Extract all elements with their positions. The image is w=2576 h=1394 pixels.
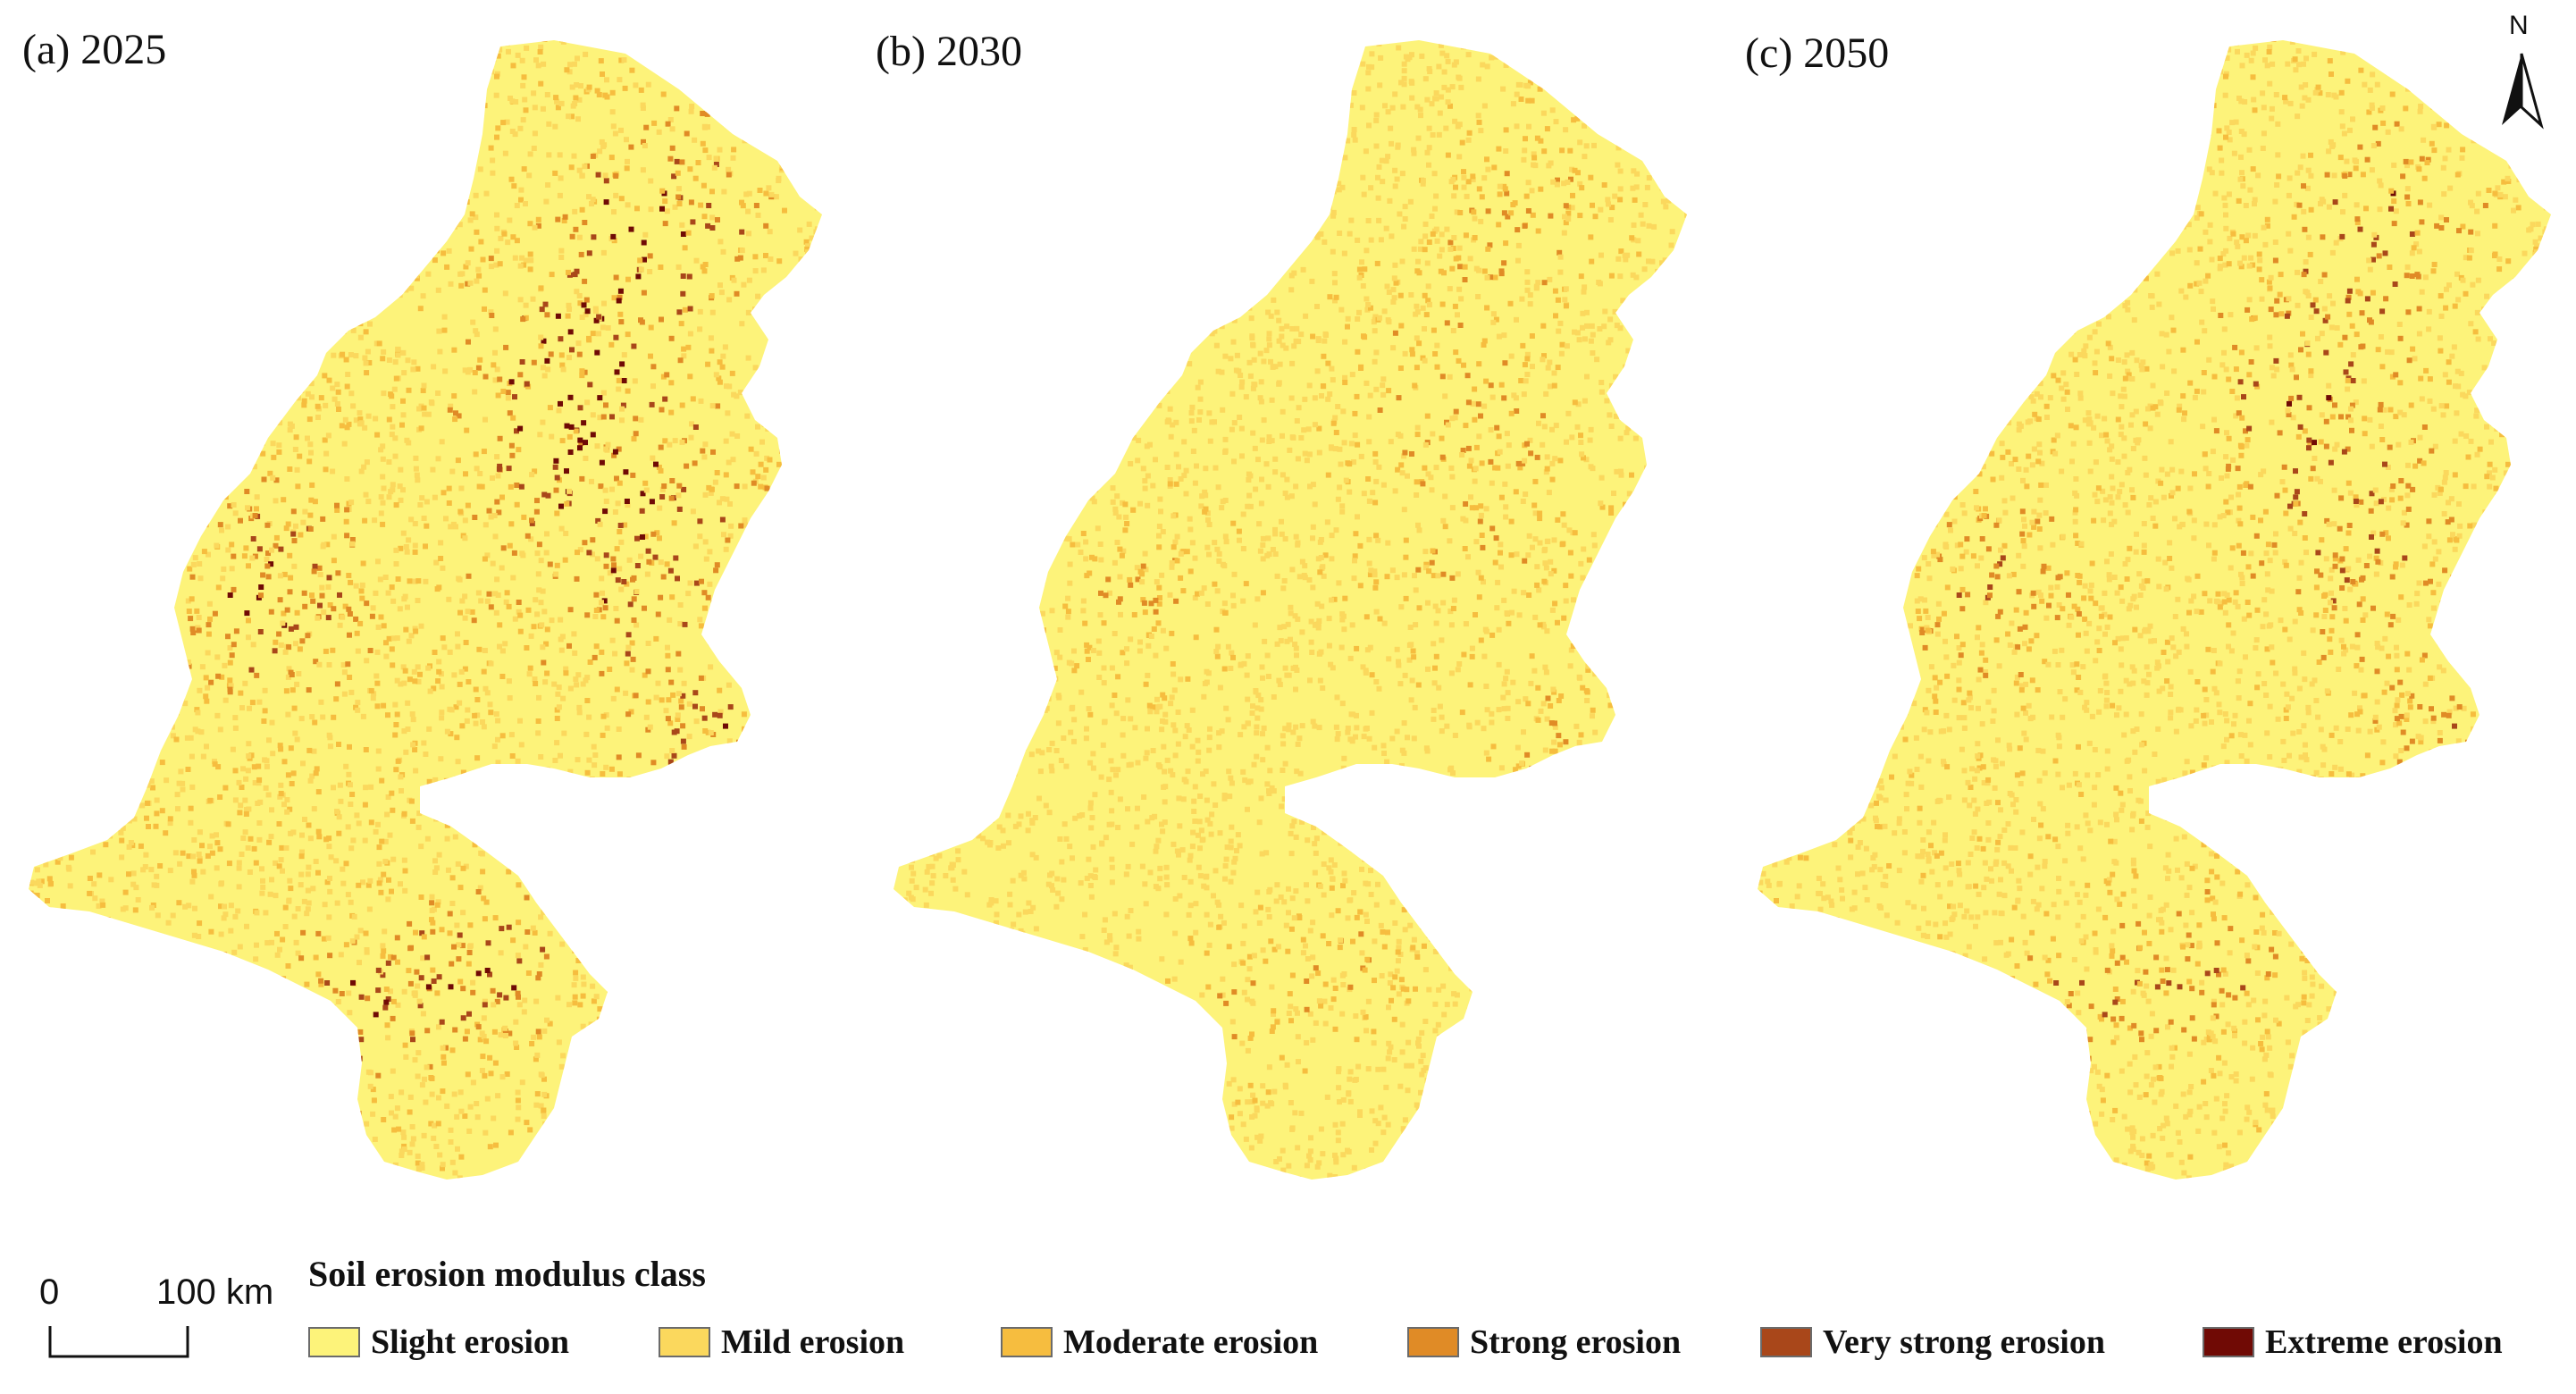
legend-swatch-extreme [2203,1327,2254,1357]
legend-label-extreme: Extreme erosion [2265,1323,2503,1361]
legend-item-moderate: Moderate erosion [1001,1321,1318,1364]
legend-item-strong: Strong erosion [1407,1321,1681,1364]
erosion-map-2025 [29,40,822,1180]
legend-label-mild: Mild erosion [721,1323,905,1361]
legend-label-very-strong: Very strong erosion [1823,1323,2105,1361]
legend-swatch-moderate [1001,1327,1053,1357]
legend-swatch-mild [659,1327,710,1357]
north-arrow-icon [2502,53,2544,130]
scale-bar-line [48,1326,189,1358]
scale-start-label: 0 [39,1272,60,1312]
legend-swatch-slight [308,1327,360,1357]
north-label: N [2509,11,2529,40]
legend-label-moderate: Moderate erosion [1063,1323,1319,1361]
legend-item-extreme: Extreme erosion [2203,1321,2503,1364]
legend-swatch-very-strong [1760,1327,1812,1357]
legend-item-mild: Mild erosion [659,1321,904,1364]
legend-item-very-strong: Very strong erosion [1760,1321,2105,1364]
panel-label-c: (c) 2050 [1745,29,1890,77]
legend-item-slight: Slight erosion [308,1321,569,1364]
legend-label-strong: Strong erosion [1470,1323,1682,1361]
panel-label-a: (a) 2025 [22,26,167,73]
legend-title: Soil erosion modulus class [308,1254,706,1294]
panel-label-b: (b) 2030 [876,28,1022,75]
map-panels [29,40,2551,1180]
erosion-map-2050 [1758,40,2551,1180]
legend-swatch-strong [1407,1327,1459,1357]
scale-end-label: 100 km [156,1272,274,1312]
legend-label-slight: Slight erosion [371,1323,570,1361]
erosion-map-2030 [894,40,1687,1180]
